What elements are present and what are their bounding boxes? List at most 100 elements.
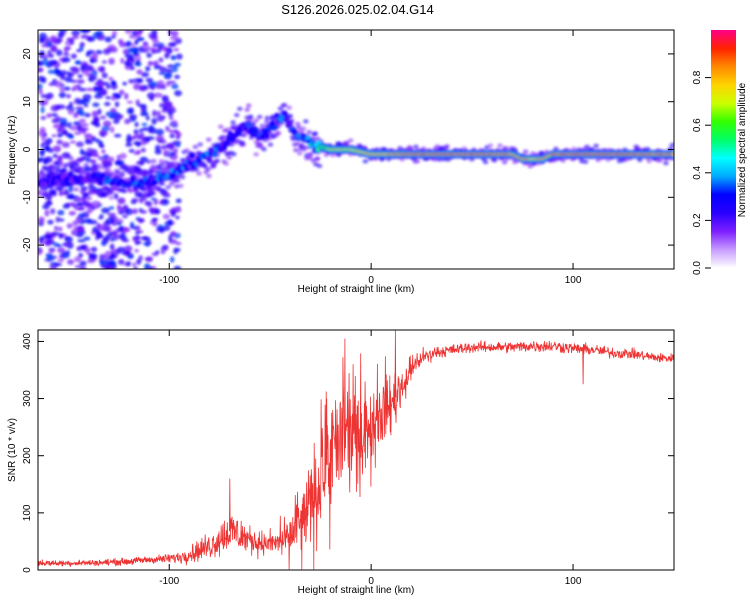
colorbar: 0.0 0.2 0.4 0.6 0.8 Normalized spectral ampl… — [692, 30, 748, 275]
heatmap-cell — [110, 95, 117, 101]
heatmap-cell — [171, 30, 179, 37]
heatmap-cell — [116, 204, 122, 210]
heatmap-cell — [170, 231, 177, 237]
heatmap-cell — [153, 60, 159, 68]
heatmap-cell — [414, 158, 421, 164]
heatmap-cell — [80, 244, 87, 250]
heatmap-cell — [66, 37, 73, 42]
heatmap-cell — [50, 46, 58, 53]
heatmap-cell — [78, 213, 85, 219]
heatmap-cell — [84, 166, 90, 172]
heatmap-cell — [41, 54, 50, 58]
heatmap-cell — [51, 190, 57, 195]
spectrogram-heatmap — [38, 30, 674, 269]
heatmap-cell — [135, 99, 140, 106]
heatmap-cell — [64, 76, 73, 83]
heatmap-cell — [105, 96, 112, 100]
heatmap-cell — [442, 145, 449, 151]
heatmap-cell — [595, 157, 602, 163]
heatmap-cell — [105, 217, 115, 225]
heatmap-cell — [38, 88, 44, 95]
heatmap-cell — [151, 117, 157, 125]
heatmap-cell — [148, 207, 153, 212]
heatmap-cell — [294, 121, 301, 127]
heatmap-cell — [124, 30, 133, 34]
heatmap-cell — [141, 122, 148, 127]
heatmap-cell — [169, 133, 175, 139]
heatmap-cell — [296, 125, 302, 130]
colorbar-tick-label: 0.2 — [692, 213, 703, 227]
heatmap-cell — [160, 144, 167, 150]
heatmap-cell — [68, 101, 74, 109]
heatmap-cell — [78, 252, 84, 258]
heatmap-cell — [168, 116, 174, 120]
heatmap-cell — [58, 91, 66, 99]
heatmap-cell — [310, 158, 317, 163]
heatmap-cell — [315, 147, 320, 152]
heatmap-cell — [133, 129, 139, 135]
heatmap-cell — [497, 143, 503, 148]
heatmap-cell — [116, 221, 122, 226]
heatmap-cell — [50, 104, 59, 112]
colorbar-ticks: 0.0 0.2 0.4 0.6 0.8 — [692, 70, 711, 275]
heatmap-cell — [277, 106, 284, 111]
heatmap-cell — [316, 163, 323, 169]
heatmap-cell — [108, 57, 115, 65]
heatmap-cell — [150, 197, 156, 201]
heatmap-cell — [51, 134, 57, 138]
heatmap-cell — [101, 72, 108, 79]
heatmap-cell — [85, 156, 91, 163]
heatmap-cell — [152, 220, 158, 227]
heatmap-cell — [53, 225, 59, 231]
heatmap-cell — [487, 143, 494, 148]
heatmap-cell — [82, 93, 92, 101]
heatmap-cell — [159, 181, 166, 186]
heatmap-cell — [83, 103, 89, 108]
heatmap-cell — [165, 185, 171, 190]
heatmap-cell — [98, 140, 104, 148]
heatmap-cell — [97, 108, 102, 115]
heatmap-cell — [196, 158, 202, 163]
heatmap-cell — [170, 55, 177, 61]
heatmap-cell — [413, 144, 419, 150]
heatmap-cell — [45, 93, 51, 101]
heatmap-cell — [264, 115, 271, 121]
heatmap-cell — [158, 57, 164, 63]
heatmap-cell — [111, 30, 118, 36]
snr-ticks: -100 0 100 0 100 200 300 400 — [22, 330, 674, 587]
heatmap-cell — [244, 107, 251, 113]
heatmap-cell — [165, 125, 170, 132]
heatmap-cell — [158, 71, 167, 75]
heatmap-cell — [71, 30, 80, 37]
heatmap-cell — [132, 236, 140, 243]
heatmap-cell — [122, 214, 128, 219]
heatmap-cell — [224, 127, 230, 133]
snr-x-tick-label: 100 — [565, 576, 582, 587]
heatmap-cell — [86, 259, 96, 264]
heatmap-cell — [156, 114, 165, 122]
heatmap-cell — [91, 162, 98, 168]
heatmap-cell — [175, 143, 181, 148]
heatmap-cell — [75, 197, 82, 203]
heatmap-cell — [582, 159, 589, 164]
heatmap-cell — [174, 247, 181, 252]
spectrogram-x-tick-label: 100 — [565, 275, 582, 286]
heatmap-cell — [178, 183, 184, 189]
heatmap-cell — [74, 162, 80, 168]
heatmap-cell — [70, 53, 77, 59]
heatmap-cell — [73, 112, 79, 119]
heatmap-cell — [101, 254, 109, 260]
heatmap-cell — [306, 130, 312, 135]
snr-peak — [344, 338, 346, 437]
heatmap-cell — [175, 242, 182, 246]
heatmap-cell — [222, 145, 227, 150]
heatmap-cell — [38, 37, 46, 44]
snr-y-axis-label: SNR (10 * v/v) — [7, 418, 18, 482]
heatmap-cell — [56, 156, 63, 164]
heatmap-cell — [127, 47, 134, 54]
snr-peak — [229, 478, 231, 532]
heatmap-cell — [54, 80, 63, 88]
heatmap-cell — [164, 52, 171, 58]
heatmap-cell — [165, 68, 174, 74]
heatmap-cell — [61, 251, 70, 259]
